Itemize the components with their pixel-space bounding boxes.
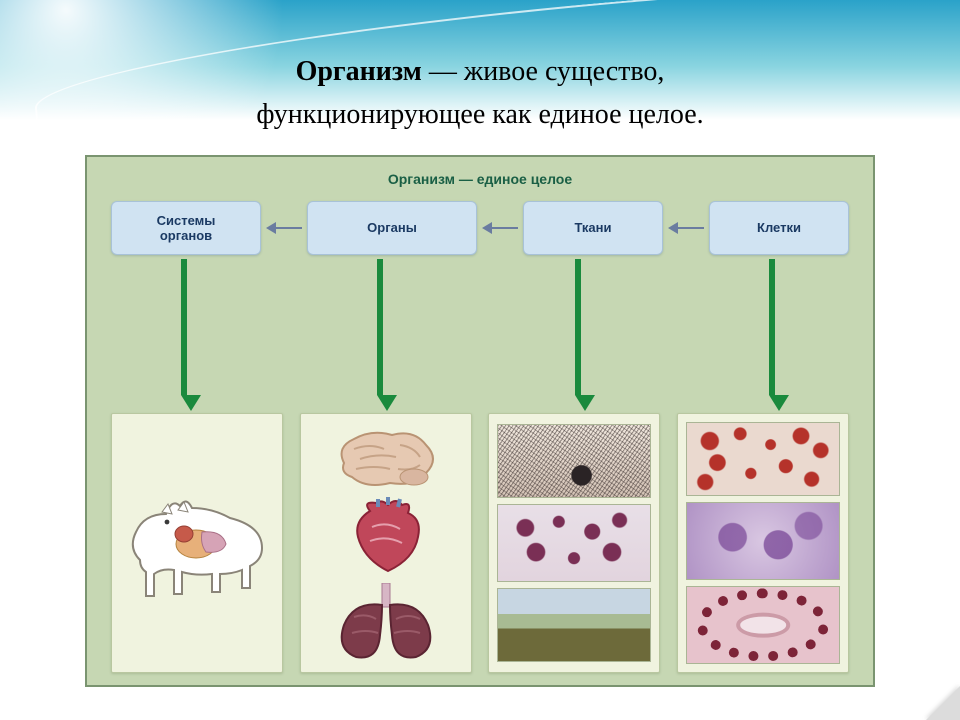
hierarchy-row: Системы органов Органы Ткани Клетки	[105, 201, 855, 255]
cat-anatomy-illustration	[122, 478, 272, 608]
panels-row	[105, 413, 855, 673]
heading-rest-1: — живое существо,	[422, 56, 665, 87]
blood-cells-micrograph	[686, 422, 840, 496]
heading-line-2: функционирующее как единое целое.	[256, 99, 703, 130]
diagram-title: Организм — единое целое	[105, 171, 855, 187]
box-cells: Клетки	[709, 201, 849, 255]
arrow-left-2	[482, 222, 518, 234]
vertical-arrows-region	[105, 255, 855, 413]
lungs-illustration	[326, 583, 446, 661]
nervous-tissue-micrograph	[497, 424, 651, 498]
down-arrow-systems	[181, 259, 183, 411]
epithelial-tissue-micrograph	[497, 588, 651, 662]
heading-term: Организм	[296, 56, 422, 87]
heart-illustration	[342, 497, 430, 577]
purple-cells-micrograph	[686, 502, 840, 580]
down-arrow-tissues	[575, 259, 577, 411]
panel-organs	[300, 413, 472, 673]
crypt-cells-micrograph	[686, 586, 840, 664]
arrow-left-1	[266, 222, 302, 234]
diagram-frame: Организм — единое целое Системы органов …	[85, 155, 875, 687]
box-tissues: Ткани	[523, 201, 663, 255]
down-arrow-organs	[377, 259, 379, 411]
box-systems: Системы органов	[111, 201, 261, 255]
slide-content: Организм — живое существо, функционирующ…	[0, 0, 960, 687]
down-arrow-cells	[769, 259, 771, 411]
panel-systems	[111, 413, 283, 673]
glandular-tissue-micrograph	[497, 504, 651, 582]
slide-heading: Организм — живое существо, функционирующ…	[70, 50, 890, 137]
arrow-left-3	[668, 222, 704, 234]
brain-illustration	[330, 425, 442, 491]
box-organs: Органы	[307, 201, 477, 255]
panel-tissues	[488, 413, 660, 673]
panel-cells	[677, 413, 849, 673]
page-curl-icon	[926, 686, 960, 720]
